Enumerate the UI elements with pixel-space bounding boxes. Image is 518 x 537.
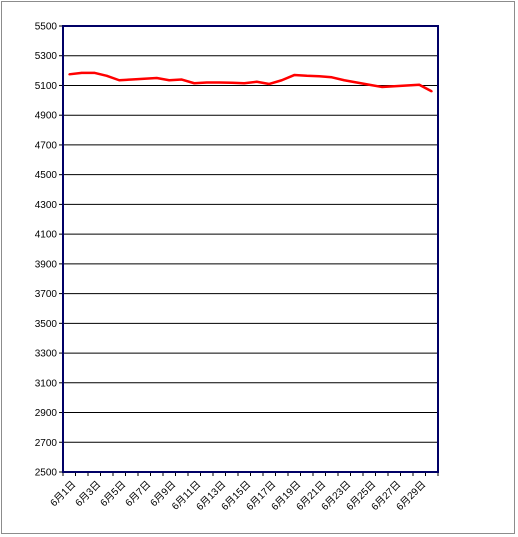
data-point <box>305 74 308 77</box>
y-tick-label: 4700 <box>35 140 58 151</box>
plot-border <box>62 25 439 473</box>
data-point <box>143 77 146 80</box>
y-tick-label: 3100 <box>35 378 58 389</box>
data-point <box>393 85 396 88</box>
data-point <box>430 90 433 93</box>
data-point <box>280 79 283 82</box>
y-tick-label: 4300 <box>35 200 58 211</box>
data-point <box>255 80 258 83</box>
data-point <box>268 82 271 85</box>
data-point <box>355 81 358 84</box>
y-tick-label: 5500 <box>35 22 58 33</box>
data-point <box>230 81 233 84</box>
data-point <box>105 74 108 77</box>
y-tick-label: 2500 <box>35 468 58 479</box>
data-point <box>180 78 183 81</box>
data-point <box>368 83 371 86</box>
y-tick-label: 3500 <box>35 319 58 330</box>
x-tick-label: 6月5日 <box>98 479 128 509</box>
y-tick-label: 3700 <box>35 289 58 300</box>
y-axis-ticks: 2500 2700 2900 3100 3300 3500 3700 3900 4100 4300… <box>35 22 63 479</box>
x-tick-label: 6月3日 <box>73 479 103 509</box>
data-point <box>405 84 408 87</box>
y-tick-label: 4900 <box>35 111 58 122</box>
y-tick-label: 3900 <box>35 259 58 270</box>
y-tick-label: 5100 <box>35 81 58 92</box>
data-point <box>93 71 96 74</box>
data-point <box>155 77 158 80</box>
y-tick-label: 4100 <box>35 230 58 241</box>
x-tick-label: 6月7日 <box>123 479 153 509</box>
series-line <box>69 71 433 93</box>
data-point <box>318 75 321 78</box>
data-point <box>418 83 421 86</box>
x-axis-ticks: 6月1日6月3日6月5日6月7日6月9日6月11日6月13日6月15日6月17日… <box>48 472 439 513</box>
data-point <box>130 78 133 81</box>
data-point <box>80 71 83 74</box>
y-tick-label: 3300 <box>35 349 58 360</box>
data-point <box>68 73 71 76</box>
x-tick-label: 6月1日 <box>48 479 78 509</box>
series-group <box>68 71 433 93</box>
plot-area <box>62 25 439 473</box>
data-point <box>243 82 246 85</box>
y-tick-label: 4500 <box>35 170 58 181</box>
data-point <box>330 76 333 79</box>
y-tick-label: 2900 <box>35 408 58 419</box>
data-point <box>205 81 208 84</box>
data-point <box>168 79 171 82</box>
data-point <box>380 85 383 88</box>
data-point <box>118 79 121 82</box>
data-point <box>218 81 221 84</box>
y-tick-label: 5300 <box>35 51 58 62</box>
data-point <box>193 82 196 85</box>
data-point <box>293 74 296 77</box>
y-tick-label: 2700 <box>35 438 58 449</box>
data-point <box>343 79 346 82</box>
